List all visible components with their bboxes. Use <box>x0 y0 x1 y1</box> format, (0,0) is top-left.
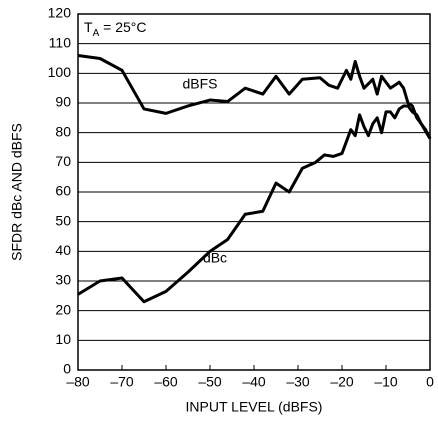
y-tick-label: 10 <box>55 331 71 347</box>
y-tick-label: 80 <box>55 123 71 139</box>
annotation: TA = 25°C <box>84 19 146 39</box>
x-tick-label: –50 <box>198 374 222 390</box>
x-tick-label: 0 <box>426 374 434 390</box>
y-tick-label: 0 <box>63 361 71 377</box>
y-tick-label: 50 <box>55 212 71 228</box>
y-tick-label: 90 <box>55 94 71 110</box>
x-axis-label: INPUT LEVEL (dBFS) <box>186 399 323 415</box>
x-tick-label: –10 <box>374 374 398 390</box>
x-tick-label: –20 <box>330 374 354 390</box>
y-tick-label: 70 <box>55 153 71 169</box>
y-tick-label: 30 <box>55 272 71 288</box>
plot-frame <box>77 13 431 371</box>
series-label: dBFS <box>182 76 217 92</box>
x-tick-label: –30 <box>286 374 310 390</box>
y-tick-label: 60 <box>55 183 71 199</box>
x-tick-label: –70 <box>110 374 134 390</box>
x-tick-label: –60 <box>154 374 178 390</box>
y-tick-label: 120 <box>48 5 72 21</box>
line <box>77 54 432 140</box>
annotation-t: T <box>84 19 93 35</box>
x-tick-label: –80 <box>66 374 90 390</box>
y-tick-label: 20 <box>55 301 71 317</box>
y-axis-label: SFDR dBc AND dBFS <box>9 123 25 261</box>
x-tick-label: –40 <box>242 374 266 390</box>
annotation-rest: = 25°C <box>99 19 146 35</box>
annotation-sub: A <box>93 28 100 39</box>
y-tick-label: 110 <box>49 34 72 50</box>
y-tick-label: 40 <box>55 242 71 258</box>
y-tick-label: 100 <box>48 64 72 80</box>
line <box>77 104 432 304</box>
series-label: dBc <box>203 250 227 266</box>
